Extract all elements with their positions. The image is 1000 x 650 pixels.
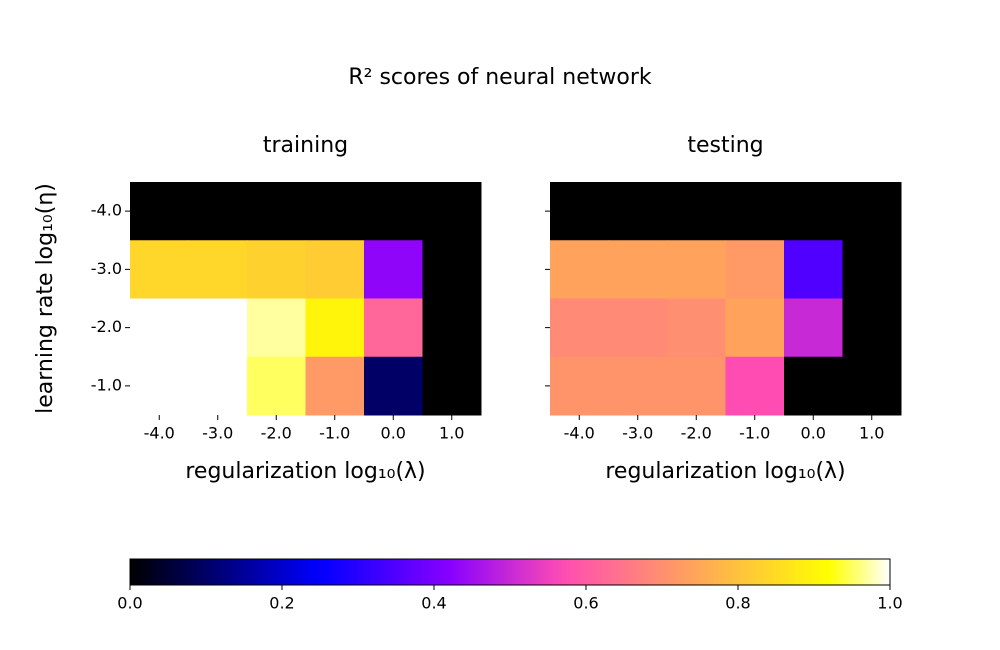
heatmap-cell	[608, 240, 668, 299]
heatmap-cell	[247, 240, 306, 299]
heatmap-cell	[550, 356, 609, 416]
colorbar-tick-label: 0.2	[269, 594, 294, 613]
heatmap-cell	[130, 356, 189, 416]
y-axis-label: learning rate log₁₀(η)	[33, 183, 58, 414]
heatmap-cell	[784, 240, 843, 299]
heatmap-cell	[667, 182, 726, 241]
x-tick-label: -3.0	[622, 424, 653, 443]
heatmap-cell	[364, 182, 423, 241]
heatmap-cell	[725, 240, 785, 299]
heatmap-cell	[842, 356, 902, 416]
heatmap-cell	[422, 182, 482, 241]
x-tick-label: -2.0	[681, 424, 712, 443]
heatmap-cell	[667, 298, 726, 358]
x-tick-label: -4.0	[564, 424, 595, 443]
heatmap-cell	[305, 240, 365, 299]
y-tick-label: -2.0	[91, 317, 122, 336]
heatmap-cell	[130, 240, 189, 299]
heatmap-cell	[608, 356, 668, 416]
y-tick-label: -3.0	[91, 259, 122, 278]
x-tick-label: 1.0	[439, 424, 464, 443]
heatmap-cell	[305, 182, 365, 241]
heatmap-cell	[364, 298, 423, 358]
heatmap-cell	[667, 240, 726, 299]
heatmap-cell	[608, 182, 668, 241]
x-tick-label: -2.0	[261, 424, 292, 443]
heatmap-cell	[188, 240, 248, 299]
heatmap-cell	[784, 182, 843, 241]
colorbar-tick-label: 0.0	[117, 594, 142, 613]
heatmap-cell	[247, 182, 306, 241]
heatmap-cell	[725, 182, 785, 241]
figure-title: R² scores of neural network	[348, 65, 652, 90]
heatmap-cell	[188, 182, 248, 241]
chart-title: testing	[687, 133, 763, 158]
x-tick-label: 1.0	[859, 424, 884, 443]
heatmap-cell	[364, 240, 423, 299]
heatmap-cell	[422, 298, 482, 358]
heatmap-cell	[130, 182, 189, 241]
y-tick-label: -1.0	[91, 375, 122, 394]
heatmap-cell	[550, 182, 609, 241]
heatmap-cell	[667, 356, 726, 416]
heatmap-cell	[188, 298, 248, 358]
heatmap-cell	[550, 240, 609, 299]
colorbar-tick-label: 0.8	[725, 594, 750, 613]
heatmap-cell	[550, 298, 609, 358]
x-tick-label: 0.0	[801, 424, 826, 443]
heatmap-cell	[422, 240, 482, 299]
y-tick-label: -4.0	[91, 201, 122, 220]
heatmap-cell	[784, 356, 843, 416]
x-tick-label: -1.0	[319, 424, 350, 443]
heatmap-cell	[725, 356, 785, 416]
colorbar	[129, 558, 891, 586]
heatmap-cell	[608, 298, 668, 358]
x-tick-label: -3.0	[202, 424, 233, 443]
heatmap-cell	[422, 356, 482, 416]
x-tick-label: -4.0	[144, 424, 175, 443]
colorbar-tick-label: 0.6	[573, 594, 598, 613]
heatmap-cell	[188, 356, 248, 416]
heatmap-cell	[842, 182, 902, 241]
heatmap-cell	[247, 298, 306, 358]
colorbar-tick-label: 0.4	[421, 594, 446, 613]
heatmap-cell	[725, 298, 785, 358]
heatmap-cell	[364, 356, 423, 416]
x-axis-label: regularization log₁₀(λ)	[185, 459, 425, 484]
chart-title: training	[263, 133, 348, 158]
heatmap-cell	[130, 298, 189, 358]
colorbar-tick-label: 1.0	[877, 594, 902, 613]
heatmap-cell	[305, 298, 365, 358]
heatmap-cell	[784, 298, 843, 358]
x-tick-label: 0.0	[381, 424, 406, 443]
x-axis-label: regularization log₁₀(λ)	[605, 459, 845, 484]
heatmap-cell	[305, 356, 365, 416]
x-tick-label: -1.0	[739, 424, 770, 443]
heatmap-cell	[842, 240, 902, 299]
heatmap-cell	[842, 298, 902, 358]
heatmap-cell	[247, 356, 306, 416]
